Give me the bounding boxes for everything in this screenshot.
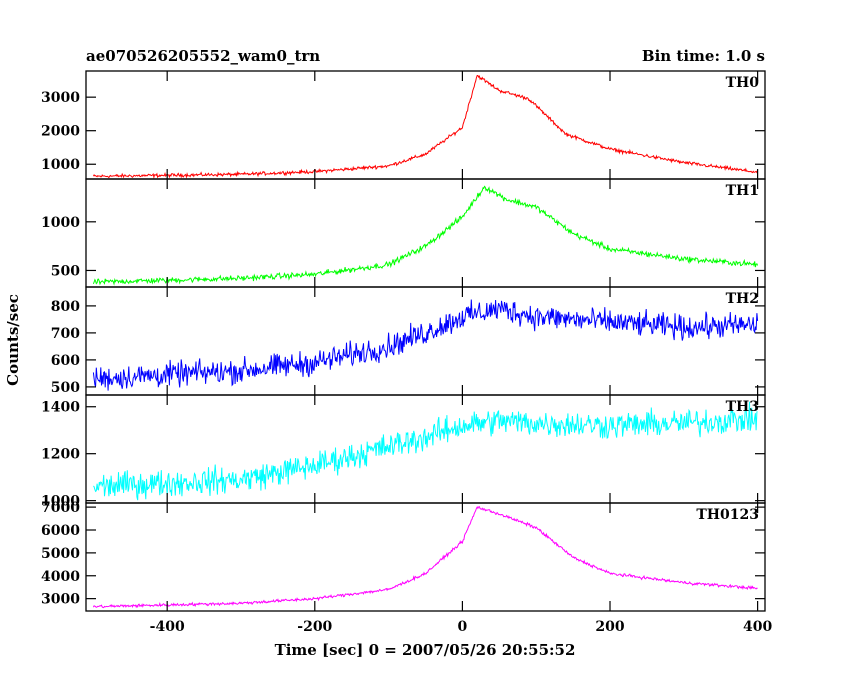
y-tick-label: 4000 <box>41 569 80 585</box>
y-tick-label: 7000 <box>41 500 80 516</box>
chart-title-left: ae070526205552_wam0_trn <box>86 47 320 65</box>
y-tick-label: 600 <box>51 353 80 369</box>
series-line-th1 <box>92 185 759 286</box>
y-tick-label: 500 <box>51 380 80 396</box>
y-tick-label: 500 <box>51 263 80 279</box>
panel-label-th0: TH0 <box>726 75 760 91</box>
x-tick-label: 200 <box>595 619 624 635</box>
series-line-th2 <box>92 299 759 391</box>
series-line-th0123 <box>92 505 758 609</box>
x-axis-label: Time [sec] 0 = 2007/05/26 20:55:52 <box>275 641 576 659</box>
y-tick-label: 700 <box>51 326 80 342</box>
y-tick-label: 1000 <box>41 157 80 173</box>
y-tick-label: 6000 <box>41 523 80 539</box>
y-tick-label: 1400 <box>41 400 80 416</box>
y-tick-label: 1000 <box>41 494 80 510</box>
series-line-th3 <box>93 401 758 501</box>
y-tick-label: 800 <box>51 299 80 315</box>
y-tick-label: 3000 <box>41 90 80 106</box>
panel-frame-th0123 <box>85 502 766 612</box>
panel-frame-th1 <box>85 178 766 288</box>
series-line-th0 <box>92 75 759 180</box>
chart-title-right: Bin time: 1.0 s <box>642 47 765 65</box>
x-tick-label: -400 <box>150 619 185 635</box>
panel-label-th0123: TH0123 <box>696 507 759 523</box>
y-tick-label: 5000 <box>41 546 80 562</box>
panel-label-th1: TH1 <box>726 183 759 199</box>
panel-label-th2: TH2 <box>726 291 759 307</box>
y-axis-label: Counts/sec <box>4 294 22 386</box>
y-tick-label: 2000 <box>41 124 80 140</box>
y-tick-label: 1200 <box>41 447 80 463</box>
x-tick-label: 400 <box>743 619 772 635</box>
y-tick-label: 1000 <box>41 215 80 231</box>
panel-frame-th0 <box>85 70 766 180</box>
x-tick-label: -200 <box>297 619 332 635</box>
panel-label-th3: TH3 <box>726 399 759 415</box>
x-tick-label: 0 <box>458 619 468 635</box>
y-tick-label: 3000 <box>41 592 80 608</box>
